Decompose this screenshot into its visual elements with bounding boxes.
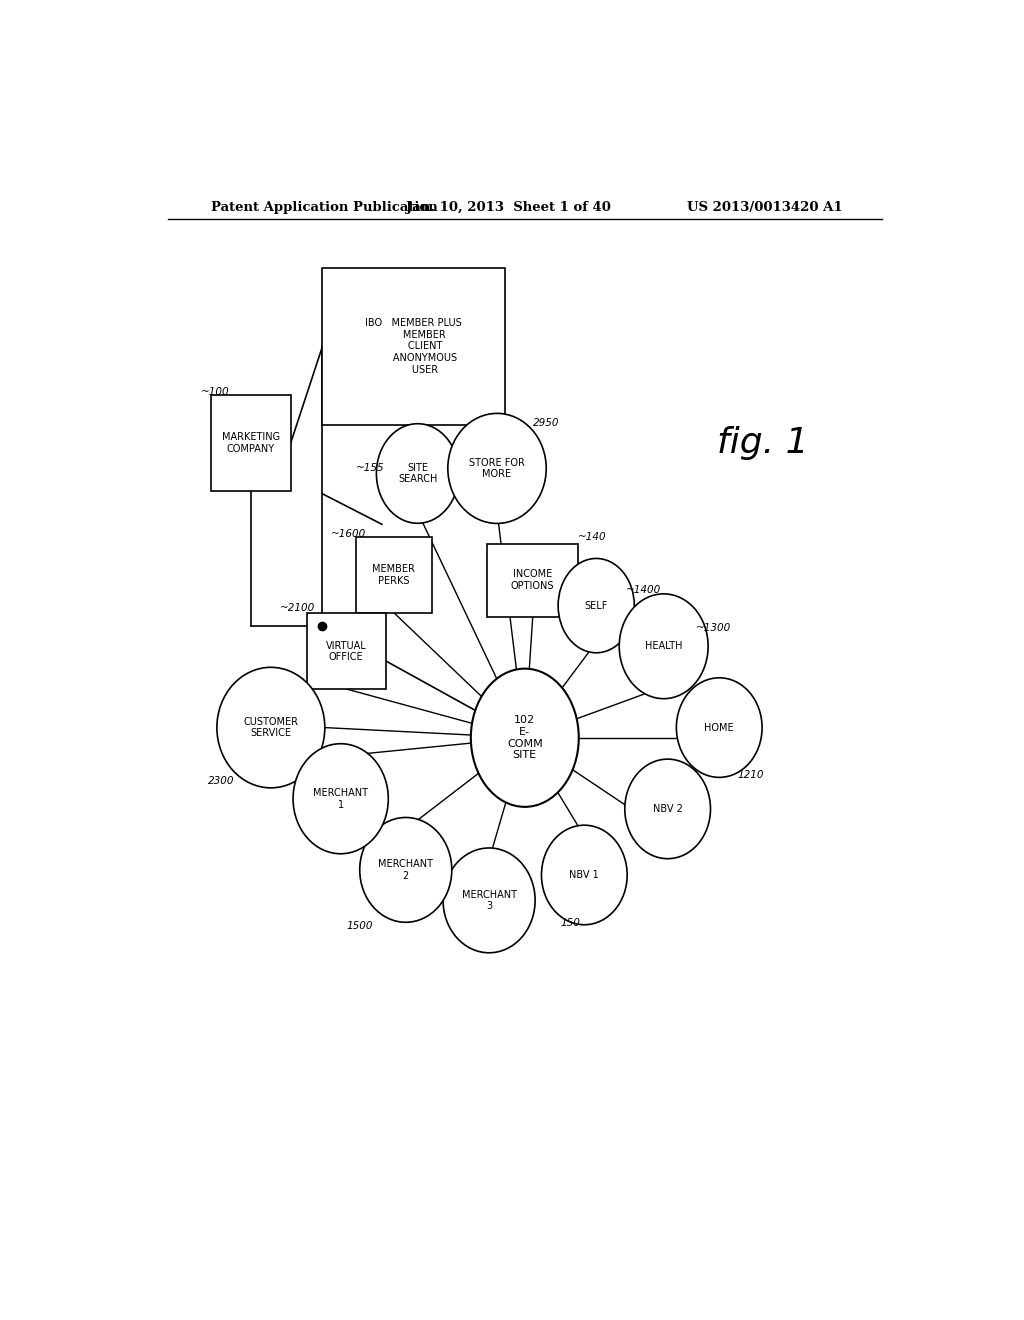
Text: 2300: 2300 (209, 776, 234, 787)
Ellipse shape (447, 413, 546, 524)
Ellipse shape (217, 668, 325, 788)
Text: MEMBER
PERKS: MEMBER PERKS (373, 565, 416, 586)
FancyBboxPatch shape (323, 268, 505, 425)
Text: HOME: HOME (705, 722, 734, 733)
Text: MERCHANT
2: MERCHANT 2 (378, 859, 433, 880)
Text: CUSTOMER
SERVICE: CUSTOMER SERVICE (244, 717, 298, 738)
Ellipse shape (625, 759, 711, 859)
Text: 150: 150 (560, 917, 580, 928)
FancyBboxPatch shape (356, 537, 431, 614)
Text: fig. 1: fig. 1 (717, 426, 809, 459)
Ellipse shape (443, 847, 536, 953)
Text: ~155: ~155 (355, 463, 384, 474)
Text: 2950: 2950 (532, 417, 559, 428)
Text: ~2100: ~2100 (280, 603, 314, 612)
Text: STORE FOR
MORE: STORE FOR MORE (469, 458, 525, 479)
Text: MERCHANT
1: MERCHANT 1 (313, 788, 369, 809)
Text: 1500: 1500 (346, 921, 373, 931)
Ellipse shape (542, 825, 627, 925)
Text: Patent Application Publication: Patent Application Publication (211, 201, 438, 214)
Ellipse shape (359, 817, 452, 923)
FancyBboxPatch shape (211, 395, 291, 491)
Ellipse shape (620, 594, 709, 698)
Text: US 2013/0013420 A1: US 2013/0013420 A1 (687, 201, 842, 214)
Text: MARKETING
COMPANY: MARKETING COMPANY (222, 432, 281, 454)
Ellipse shape (377, 424, 459, 523)
Text: SELF: SELF (585, 601, 608, 611)
Text: VIRTUAL
OFFICE: VIRTUAL OFFICE (326, 640, 367, 663)
Circle shape (471, 669, 579, 807)
Text: ~1300: ~1300 (696, 623, 731, 634)
Text: HEALTH: HEALTH (645, 642, 682, 651)
Text: ~100: ~100 (201, 387, 229, 397)
Text: SITE
SEARCH: SITE SEARCH (398, 463, 437, 484)
Text: MERCHANT
3: MERCHANT 3 (462, 890, 516, 911)
FancyBboxPatch shape (306, 614, 386, 689)
Ellipse shape (677, 677, 762, 777)
Text: INCOME
OPTIONS: INCOME OPTIONS (511, 569, 554, 591)
Text: IBO   MEMBER PLUS
       MEMBER
       CLIENT
       ANONYMOUS
       USER: IBO MEMBER PLUS MEMBER CLIENT ANONYMOUS … (366, 318, 462, 375)
Text: ~1400: ~1400 (627, 585, 662, 595)
Text: Jan. 10, 2013  Sheet 1 of 40: Jan. 10, 2013 Sheet 1 of 40 (407, 201, 611, 214)
Ellipse shape (293, 743, 388, 854)
Text: NBV 1: NBV 1 (569, 870, 599, 880)
Text: NBV 2: NBV 2 (652, 804, 683, 814)
Text: 102
E-
COMM
SITE: 102 E- COMM SITE (507, 715, 543, 760)
Text: 1210: 1210 (737, 771, 764, 780)
Text: ~140: ~140 (578, 532, 606, 541)
Text: ~1600: ~1600 (331, 529, 367, 540)
Ellipse shape (558, 558, 634, 653)
FancyBboxPatch shape (487, 544, 579, 616)
